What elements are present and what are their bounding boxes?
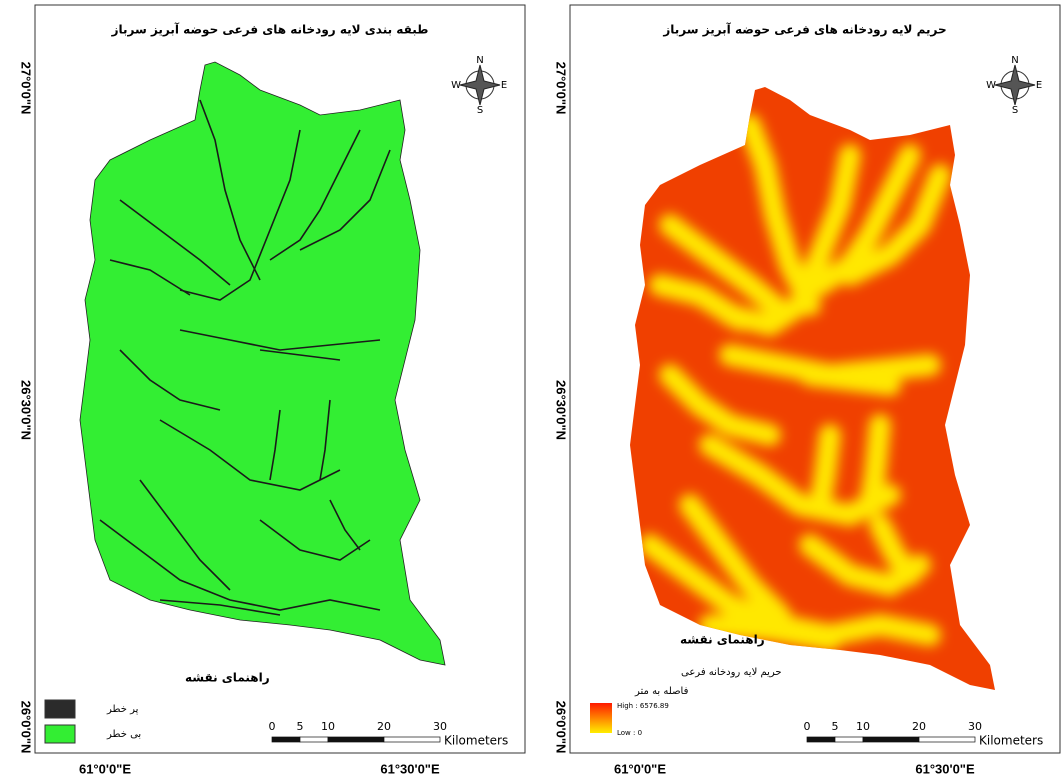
river-buffer (739, 114, 821, 316)
river-buffer (679, 494, 791, 626)
scale-label: 0 (269, 720, 276, 733)
latitude-label: 26°0'0"N (19, 701, 34, 754)
map-frame (34, 4, 526, 754)
compass-letter: W (451, 80, 461, 91)
compass-star (994, 64, 1036, 106)
river (179, 129, 301, 301)
river (159, 419, 341, 491)
scale-segment (271, 736, 301, 743)
scale-label: 10 (856, 720, 870, 733)
river-buffer (699, 614, 841, 651)
compass: N S E W (451, 55, 507, 116)
river (259, 519, 371, 561)
basin-area (79, 61, 446, 666)
compass-letter: E (1036, 80, 1042, 91)
map-title: طبقه بندی لایه رودخانه های فرعی حوضه آبر… (111, 22, 429, 38)
basin (630, 87, 995, 690)
scale-segment (327, 736, 385, 743)
compass-letter: S (477, 105, 483, 116)
latitude-label: 27°0'0"N (554, 62, 569, 115)
scale-label: 0 (804, 720, 811, 733)
scale-segment (862, 736, 920, 743)
map-frame (569, 4, 1061, 754)
scale-segment (383, 736, 441, 743)
scale-label: 5 (832, 720, 839, 733)
river-buffer (859, 414, 891, 516)
longitude-label: 61°30'0"E (915, 761, 975, 776)
scale-label: 20 (377, 720, 391, 733)
scale-segment (918, 736, 976, 743)
compass-letter: S (1012, 105, 1018, 116)
river (319, 399, 331, 481)
compass-letter: N (476, 55, 483, 66)
compass: N S E W (986, 55, 1042, 116)
legend-high: High : 6576.89 (617, 702, 669, 710)
scale-segment (806, 736, 836, 743)
latitude-label: 26°0'0"N (554, 701, 569, 754)
river (119, 349, 221, 411)
scale-label: 5 (297, 720, 304, 733)
river-buffer (719, 144, 861, 337)
river (269, 409, 281, 481)
river (179, 329, 381, 351)
river (139, 479, 231, 591)
compass-letter: N (1011, 55, 1018, 66)
river (269, 129, 361, 261)
basin (79, 61, 446, 666)
longitude-label: 61°30'0"E (380, 761, 440, 776)
map-panel: طبقه بندی لایه رودخانه های فرعی حوضه آبر… (19, 4, 526, 776)
legend-title: راهنمای نقشه (680, 633, 765, 647)
compass-letter: E (501, 80, 507, 91)
scale-segment (834, 736, 864, 743)
buffer (639, 114, 951, 651)
scale-unit: Kilometers (979, 734, 1043, 748)
river (159, 599, 281, 616)
scale-label: 20 (912, 720, 926, 733)
river-buffer (649, 274, 751, 331)
river (329, 499, 361, 551)
latitude-label: 26°30'0"N (19, 380, 34, 440)
river (299, 149, 391, 251)
river-buffer (799, 364, 901, 396)
legend-layer: حریم لایه رودخانه فرعی (681, 667, 782, 678)
scale-label: 30 (433, 720, 447, 733)
river (109, 259, 191, 296)
scale-label: 10 (321, 720, 335, 733)
river (99, 519, 381, 611)
legend-low: Low : 0 (617, 729, 642, 737)
river (119, 199, 231, 286)
legend-swatch (44, 699, 76, 719)
scale-label: 30 (968, 720, 982, 733)
river-buffer (839, 164, 951, 286)
legend-label: بی خطر (106, 729, 141, 740)
legend-title: راهنمای نقشه (185, 671, 270, 685)
river-buffer (869, 514, 921, 586)
legend-unit: فاصله به متر (634, 686, 689, 697)
map-title: حریم لایه رودخانه های فرعی حوضه آبریز سر… (662, 22, 946, 38)
longitude-label: 61°0'0"E (79, 761, 131, 776)
map-panel: حریم لایه رودخانه های فرعی حوضه آبریز سر… (554, 4, 1061, 776)
compass-letter: W (986, 80, 996, 91)
latitude-label: 26°30'0"N (554, 380, 569, 440)
compass-star (459, 64, 501, 106)
scale-segment (299, 736, 329, 743)
latitude-label: 27°0'0"N (19, 62, 34, 115)
river-buffer (809, 424, 841, 516)
river (259, 349, 341, 361)
legend-label: پر خطر (106, 704, 139, 715)
river (199, 99, 261, 281)
river-buffer (659, 214, 791, 321)
legend-ramp (590, 703, 612, 733)
longitude-label: 61°0'0"E (614, 761, 666, 776)
river-buffer (659, 364, 781, 446)
scale-unit: Kilometers (444, 734, 508, 748)
legend-swatch (44, 724, 76, 744)
